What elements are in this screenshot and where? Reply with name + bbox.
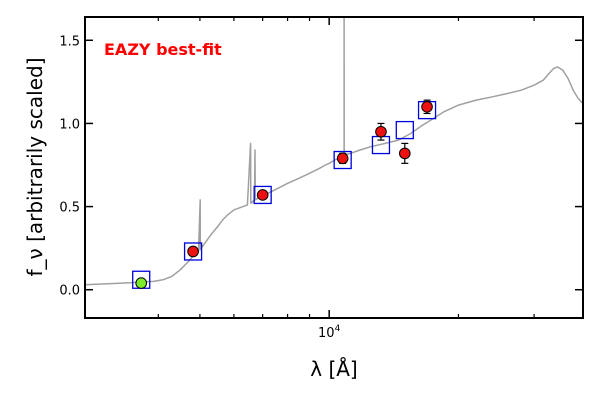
x-tick-labels: 104 — [318, 324, 341, 341]
y-axis-label: f_ν [arbitrarily scaled] — [23, 58, 47, 277]
y-tick-label: 1.5 — [59, 34, 80, 49]
observed-point — [256, 189, 269, 201]
observed-point — [336, 152, 349, 165]
y-tick-label: 0.5 — [59, 201, 80, 216]
model-flux-marker — [253, 185, 272, 205]
y-tick-label: 0.0 — [59, 284, 80, 299]
eazy-best-fit-annotation: EAZY best-fit — [104, 40, 222, 59]
observed-point — [187, 245, 199, 258]
model-flux-marker — [183, 242, 203, 261]
x-axis-label: λ [Å] — [310, 357, 357, 381]
observed-point — [375, 125, 387, 138]
axis-ticks — [85, 17, 583, 318]
observed-point — [399, 147, 411, 160]
plot-area — [85, 17, 583, 289]
model-flux-marker — [395, 120, 414, 140]
x-tick-label: 104 — [318, 324, 341, 341]
observed-point — [421, 101, 433, 113]
y-tick-labels: 0.0 0.5 1.0 1.5 — [59, 34, 80, 298]
y-tick-label: 1.0 — [59, 117, 80, 132]
axes-frame — [84, 16, 584, 319]
observed-point — [135, 277, 148, 289]
model-flux-marker — [333, 150, 352, 170]
